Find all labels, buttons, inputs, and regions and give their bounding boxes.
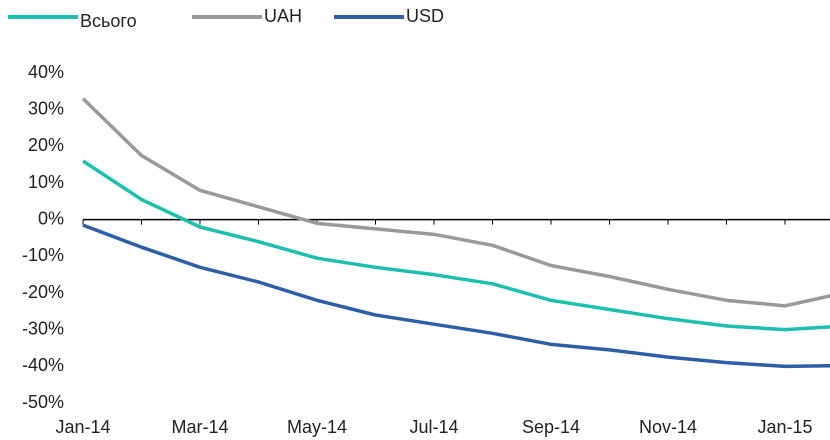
y-tick-label: 20% [28,135,64,155]
y-tick-label: -30% [22,318,64,338]
y-tick-label: -50% [22,392,64,412]
plot-area [81,97,830,369]
x-tick-label: May-14 [287,417,347,437]
y-tick-label: -20% [22,282,64,302]
legend-label: UAH [264,6,302,26]
series-line [82,223,830,369]
y-tick-label: 40% [28,62,64,82]
y-tick-label: -40% [22,355,64,375]
legend-label: Всього [80,11,137,31]
series-line [81,97,830,308]
x-tick-label: Jan-15 [757,417,812,437]
x-tick-label: Sep-14 [522,417,580,437]
x-tick-label: Nov-14 [639,417,697,437]
x-tick-label: Jul-14 [409,417,458,437]
y-tick-label: 10% [28,172,64,192]
x-tick-label: Jan-14 [55,417,110,437]
x-tick-label: Mar-14 [171,417,228,437]
series-line [82,159,830,332]
y-tick-label: 30% [28,98,64,118]
y-tick-label: -10% [22,245,64,265]
legend-label: USD [406,6,444,26]
y-tick-label: 0% [38,208,64,228]
